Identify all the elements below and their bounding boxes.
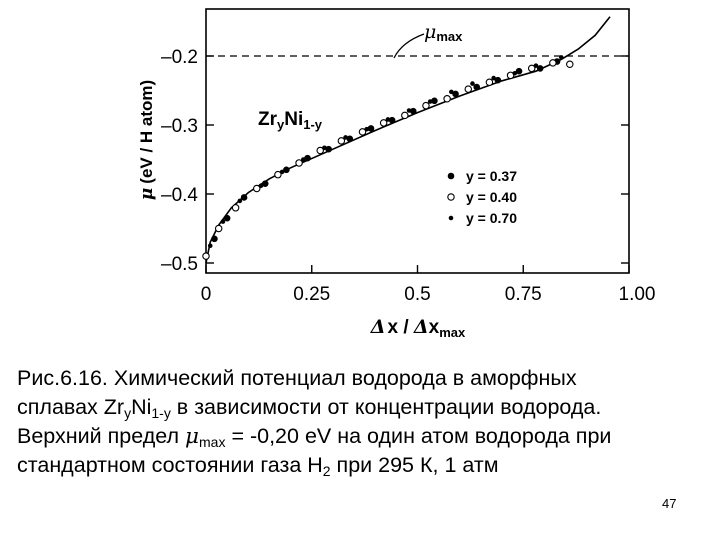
point-open (202, 252, 210, 260)
legend-label: y = 0.40 (466, 189, 517, 205)
fit-curve (205, 16, 611, 264)
point-small (258, 183, 264, 189)
point-small (427, 99, 433, 104)
point-open (566, 60, 574, 69)
point-small (207, 243, 213, 249)
caption-line-3: Верхний предел μmax = -0,20 eV на один а… (17, 424, 612, 450)
x-axis-ticks: 0 0.25 0.5 0.75 1.00 (201, 265, 656, 305)
point-small (533, 63, 539, 68)
point-small (300, 157, 306, 162)
point-open (549, 59, 557, 67)
point-open (422, 101, 430, 110)
point-open (379, 119, 388, 127)
point-open (214, 224, 223, 233)
point-small (237, 198, 243, 204)
point-small (406, 108, 412, 113)
point-filled (240, 194, 248, 201)
legend-marker (447, 193, 455, 201)
caption-line-4: стандартном состоянии газа Н2 при 295 К,… (17, 453, 499, 479)
point-open (485, 78, 494, 86)
data-points (202, 55, 574, 260)
legend: y = 0.37 y = 0.40 y = 0.70 (447, 168, 517, 226)
point-filled (304, 154, 311, 162)
alloy-label: ZryNi1-y (258, 109, 323, 132)
point-open (337, 137, 346, 145)
point-open (295, 159, 303, 167)
caption-line-2: сплавах ZryNi1-y в зависимости от концен… (17, 395, 602, 421)
x-tick-label: 0.75 (505, 284, 542, 305)
y-tick-label: –0.4 (161, 185, 198, 206)
caption-line-1: Рис.6.16. Химический потенциал водорода … (17, 366, 577, 390)
point-filled (388, 116, 396, 124)
y-tick-label: –0.2 (161, 47, 198, 68)
point-small (364, 126, 370, 132)
point-filled (452, 90, 459, 98)
slide-number: 47 (662, 496, 677, 511)
point-filled (283, 166, 290, 174)
point-filled (346, 135, 354, 143)
point-filled (494, 76, 502, 84)
point-small (385, 117, 391, 122)
y-axis-label: μ(eV / H atom) (137, 80, 157, 200)
point-open (527, 64, 536, 73)
legend-marker (448, 215, 454, 221)
point-small (559, 55, 564, 60)
point-filled (367, 125, 375, 132)
x-tick-label: 0.5 (404, 284, 430, 305)
point-small (470, 81, 475, 86)
legend-label: y = 0.37 (466, 168, 517, 184)
mu-max-annotation: μmax (424, 21, 463, 44)
point-filled (211, 235, 218, 243)
point-filled (536, 65, 544, 72)
mu-max-leader-line (393, 33, 425, 59)
point-open (231, 204, 240, 212)
point-small (449, 89, 454, 95)
point-filled (409, 107, 417, 115)
x-tick-label: 1.00 (619, 284, 656, 305)
point-open (464, 85, 473, 93)
point-filled (431, 97, 438, 105)
point-open (506, 71, 515, 80)
point-open (443, 95, 451, 103)
point-open (316, 146, 324, 155)
x-tick-label: 0.25 (293, 284, 330, 305)
x-tick-label: 0 (201, 284, 212, 305)
point-small (279, 169, 285, 175)
point-filled (473, 83, 481, 91)
point-small (322, 145, 327, 151)
chemical-potential-chart: –0.2 –0.3 –0.4 –0.5 0 0.25 0.5 0.75 1.00 μmax Z… (137, 8, 656, 340)
point-filled (515, 67, 523, 75)
point-filled (223, 214, 231, 222)
legend-label: y = 0.70 (466, 210, 517, 226)
point-open (401, 111, 409, 120)
point-filled (261, 180, 269, 187)
y-tick-label: –0.3 (161, 116, 198, 137)
y-axis-ticks: –0.2 –0.3 –0.4 –0.5 (161, 47, 629, 275)
point-filled (325, 145, 332, 153)
point-small (343, 135, 348, 140)
figure-caption: Рис.6.16. Химический потенциал водорода … (17, 364, 707, 480)
point-open (274, 170, 282, 179)
point-open (253, 184, 261, 193)
point-small (220, 219, 226, 224)
y-tick-label: –0.5 (161, 254, 198, 275)
point-small (491, 75, 496, 81)
point-open (358, 128, 367, 136)
legend-marker (447, 172, 455, 180)
svg-text:μ(eV / H atom): μ(eV / H atom) (137, 80, 157, 200)
plot-frame (205, 8, 630, 274)
point-small (512, 70, 518, 76)
